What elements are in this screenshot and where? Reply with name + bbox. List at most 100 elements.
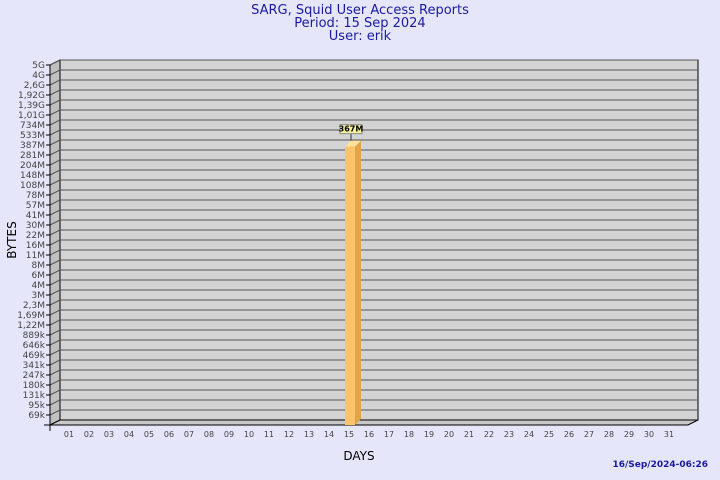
y-tick-label: 387M [20,141,45,151]
x-tick-label: 03 [104,430,114,439]
data-label: 367M [339,125,364,134]
y-tick-label: 3M [32,291,46,301]
gridline-depth [49,399,61,406]
y-tick-label: 41M [26,211,45,221]
y-tick-label: 281M [20,151,45,161]
x-tick-label: 22 [484,430,494,439]
gridline-depth [49,139,61,146]
x-tick-label: 23 [504,430,514,439]
gridline-depth [49,89,61,96]
x-tick-label: 26 [564,430,574,439]
y-tick-label: 69k [28,411,45,421]
x-tick-label: 12 [284,430,294,439]
y-tick-label: 16M [26,241,45,251]
gridline-depth [49,109,61,116]
x-tick-label: 28 [604,430,614,439]
y-tick-label: 57M [26,201,45,211]
x-tick-label: 27 [584,430,594,439]
y-tick-label: 1,69M [17,311,45,321]
gridline-depth [49,409,61,416]
gridline-depth [49,69,61,76]
gridline-depth [49,369,61,376]
gridline-depth [49,359,61,366]
y-tick-label: 4M [32,281,46,291]
y-tick-label: 469k [23,351,46,361]
gridline-depth [49,129,61,136]
chart-user: User: erik [328,29,392,44]
gridline-depth [49,379,61,386]
x-tick-label: 13 [304,430,314,439]
y-tick-label: 734M [20,121,45,131]
bar-side [355,140,361,425]
y-tick-label: 11M [26,251,45,261]
gridline-depth [49,159,61,166]
x-tick-label: 31 [664,430,674,439]
gridline-depth [49,219,61,226]
y-tick-label: 341k [23,361,46,371]
x-tick-label: 10 [244,430,254,439]
x-tick-label: 09 [224,430,234,439]
gridline-depth [49,329,61,336]
gridline-depth [49,269,61,276]
bar [345,146,355,425]
gridline-depth [49,179,61,186]
x-tick-label: 30 [644,430,654,439]
gridline-depth [49,59,61,66]
y-tick-label: 95k [28,401,45,411]
y-tick-label: 8M [32,261,46,271]
gridline-depth [49,319,61,326]
floor [49,419,699,426]
x-tick-label: 11 [264,430,274,439]
x-tick-label: 06 [164,430,174,439]
x-tick-label: 07 [184,430,194,439]
x-tick-label: 02 [84,430,94,439]
x-tick-label: 01 [64,430,74,439]
chart-title: SARG, Squid User Access Reports [251,3,469,18]
x-tick-label: 08 [204,430,214,439]
x-tick-label: 21 [464,430,474,439]
gridline-depth [49,169,61,176]
y-tick-label: 6M [32,271,46,281]
x-tick-label: 04 [124,430,134,439]
x-tick-label: 19 [424,430,434,439]
x-axis-label: DAYS [343,449,374,463]
gridline-depth [49,339,61,346]
y-tick-label: 131k [23,391,46,401]
y-tick-label: 533M [20,131,45,141]
timestamp: 16/Sep/2024-06:26 [612,460,708,470]
gridline-depth [49,209,61,216]
gridline-depth [49,119,61,126]
y-tick-label: 889k [23,331,46,341]
y-tick-label: 180k [23,381,46,391]
y-tick-label: 78M [26,191,45,201]
gridline-depth [49,189,61,196]
x-tick-label: 18 [404,430,414,439]
y-tick-label: 22M [26,231,45,241]
gridline-depth [49,349,61,356]
gridline-depth [49,249,61,256]
data-label-box [339,124,363,135]
x-tick-label: 14 [324,430,334,439]
x-tick-label: 15 [344,430,354,439]
y-tick-label: 5G [32,61,45,71]
gridline-depth [49,149,61,156]
x-tick-label: 05 [144,430,154,439]
gridline-depth [49,259,61,266]
x-tick-label: 29 [624,430,634,439]
gridline-depth [49,229,61,236]
y-tick-label: 646k [23,341,46,351]
y-tick-label: 247k [23,371,46,381]
y-tick-label: 1,39G [18,101,45,111]
x-tick-label: 24 [524,430,534,439]
x-tick-label: 17 [384,430,394,439]
chart-period: Period: 15 Sep 2024 [294,16,426,31]
gridline-depth [49,79,61,86]
y-tick-label: 4G [32,71,45,81]
x-tick-label: 25 [544,430,554,439]
y-tick-label: 108M [20,181,45,191]
x-tick-label: 16 [364,430,374,439]
gridline-depth [49,279,61,286]
x-tick-label: 20 [444,430,454,439]
